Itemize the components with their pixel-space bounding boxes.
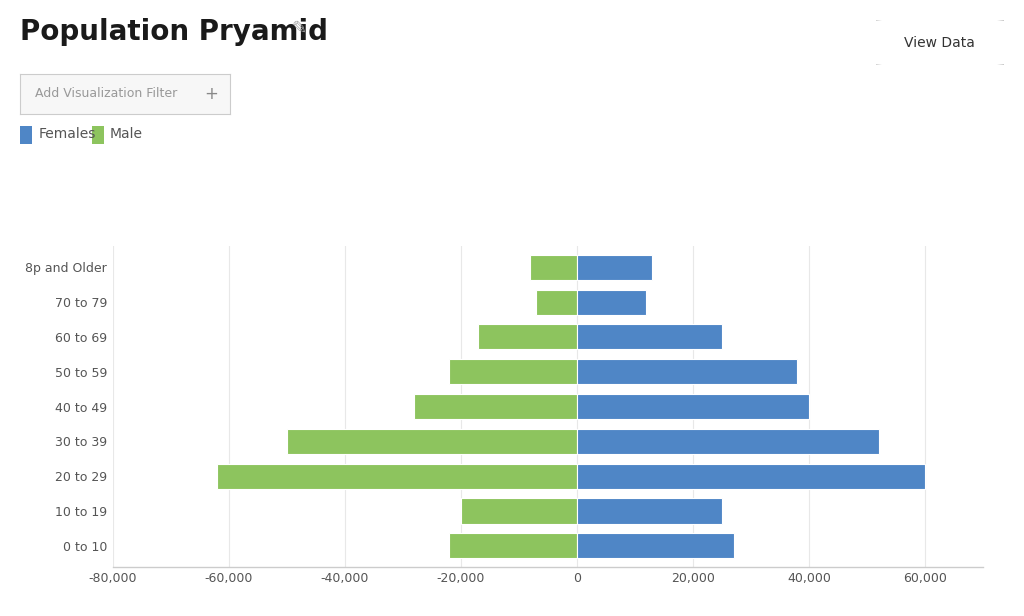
Text: ✎: ✎ — [292, 20, 307, 38]
Bar — [20, 126, 32, 144]
Bar — [287, 429, 577, 454]
Text: +: + — [205, 85, 218, 103]
Bar — [450, 533, 577, 558]
Bar — [461, 498, 577, 524]
Bar — [577, 429, 879, 454]
Text: Male: Male — [111, 127, 143, 141]
Bar — [415, 394, 577, 419]
Bar — [577, 290, 646, 315]
Bar — [530, 255, 577, 280]
Bar — [577, 533, 733, 558]
Text: Population Pryamid: Population Pryamid — [20, 18, 329, 46]
Text: Add Visualization Filter: Add Visualization Filter — [35, 87, 177, 100]
Bar — [450, 359, 577, 384]
Bar — [577, 498, 722, 524]
Bar — [217, 464, 577, 488]
Bar — [92, 126, 103, 144]
Bar — [577, 359, 798, 384]
Bar — [577, 394, 809, 419]
FancyBboxPatch shape — [868, 19, 1011, 66]
Bar — [478, 325, 577, 349]
Bar — [537, 290, 577, 315]
Bar — [577, 464, 925, 488]
Text: View Data: View Data — [904, 36, 975, 49]
Bar — [577, 325, 722, 349]
Bar — [577, 255, 652, 280]
Text: Females: Females — [39, 127, 96, 141]
